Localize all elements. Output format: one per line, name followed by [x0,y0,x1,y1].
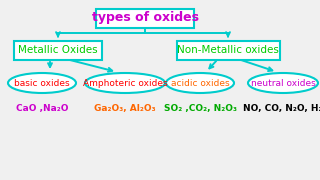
FancyBboxPatch shape [96,8,194,28]
Ellipse shape [166,73,234,93]
Text: Ga₂O₃, Al₂O₃: Ga₂O₃, Al₂O₃ [94,103,156,112]
Text: NO, CO, N₂O, H₂: NO, CO, N₂O, H₂ [243,103,320,112]
Ellipse shape [85,73,165,93]
Text: CaO ,Na₂O: CaO ,Na₂O [16,103,68,112]
Text: Non-Metallic oxides: Non-Metallic oxides [177,45,279,55]
Text: Metallic Oxides: Metallic Oxides [18,45,98,55]
Text: neutral oxides: neutral oxides [251,78,316,87]
FancyBboxPatch shape [177,40,279,60]
Text: SO₂ ,CO₂, N₂O₃: SO₂ ,CO₂, N₂O₃ [164,103,236,112]
FancyBboxPatch shape [14,40,102,60]
Text: acidic oxides: acidic oxides [171,78,229,87]
Text: basic oxides: basic oxides [14,78,70,87]
Text: Amphoteric oxides: Amphoteric oxides [83,78,167,87]
Ellipse shape [8,73,76,93]
Ellipse shape [248,73,318,93]
Text: types of oxides: types of oxides [92,12,198,24]
